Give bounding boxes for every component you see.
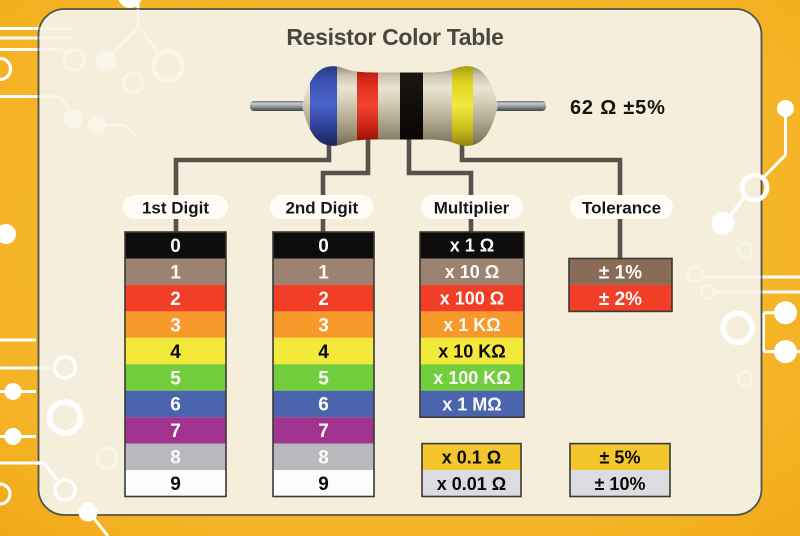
svg-text:± 1%: ± 1% — [599, 263, 642, 284]
svg-text:8: 8 — [170, 448, 181, 469]
svg-text:62 Ω ±5%: 62 Ω ±5% — [570, 97, 666, 119]
svg-text:± 5%: ± 5% — [600, 447, 641, 467]
svg-text:Tolerance: Tolerance — [582, 198, 661, 217]
svg-text:8: 8 — [318, 448, 329, 469]
svg-text:9: 9 — [318, 474, 329, 495]
svg-text:6: 6 — [318, 395, 329, 416]
svg-text:7: 7 — [170, 421, 181, 442]
svg-text:2: 2 — [170, 289, 181, 310]
svg-text:0: 0 — [318, 236, 329, 257]
svg-text:Resistor Color Table: Resistor Color Table — [286, 24, 503, 50]
svg-text:x 1 MΩ: x 1 MΩ — [442, 394, 501, 414]
svg-text:Multiplier: Multiplier — [434, 198, 510, 217]
svg-text:0: 0 — [170, 236, 181, 257]
svg-text:± 10%: ± 10% — [595, 474, 646, 494]
svg-text:2nd Digit: 2nd Digit — [285, 198, 358, 217]
svg-text:2: 2 — [318, 289, 329, 310]
svg-text:1: 1 — [318, 263, 329, 284]
svg-text:x 0.01 Ω: x 0.01 Ω — [437, 474, 506, 494]
svg-text:1st Digit: 1st Digit — [142, 198, 209, 217]
svg-text:x 1 Ω: x 1 Ω — [450, 236, 494, 256]
svg-text:4: 4 — [170, 342, 181, 363]
svg-text:x 0.1 Ω: x 0.1 Ω — [442, 447, 501, 467]
svg-text:5: 5 — [318, 368, 329, 389]
svg-text:x 1 KΩ: x 1 KΩ — [443, 315, 500, 335]
svg-text:4: 4 — [318, 342, 329, 363]
svg-text:x 10 KΩ: x 10 KΩ — [438, 342, 505, 362]
svg-text:7: 7 — [318, 421, 329, 442]
svg-text:x 10 Ω: x 10 Ω — [445, 262, 499, 282]
svg-text:3: 3 — [170, 315, 181, 336]
svg-text:3: 3 — [318, 315, 329, 336]
svg-text:9: 9 — [170, 474, 181, 495]
svg-text:5: 5 — [170, 368, 181, 389]
svg-text:1: 1 — [170, 263, 181, 284]
svg-text:x 100 KΩ: x 100 KΩ — [433, 368, 510, 388]
svg-text:x 100 Ω: x 100 Ω — [440, 289, 504, 309]
svg-text:± 2%: ± 2% — [599, 289, 642, 310]
svg-text:6: 6 — [170, 395, 181, 416]
